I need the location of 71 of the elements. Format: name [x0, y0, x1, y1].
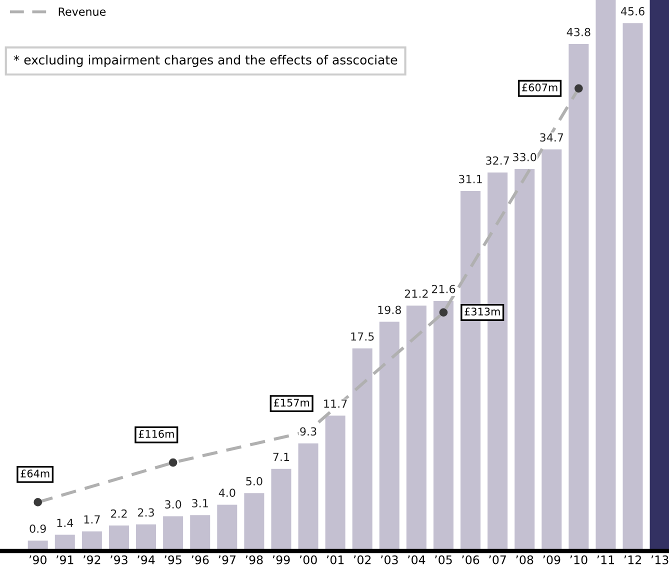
bar — [352, 348, 372, 551]
bar — [136, 524, 156, 551]
x-tick-label: ’92 — [84, 555, 100, 564]
bar — [325, 416, 346, 551]
bar — [244, 493, 264, 551]
data-label: 21.6 — [432, 284, 456, 294]
data-label: £157m — [274, 398, 310, 407]
x-tick-label: ’94 — [138, 555, 155, 564]
data-label: 11.7 — [324, 400, 347, 408]
x-tick-label: ’03 — [381, 555, 398, 564]
data-label: 2.2 — [110, 509, 127, 518]
data-label: 7.1 — [273, 452, 290, 461]
x-tick-label: ’13 — [651, 555, 668, 564]
bar — [217, 504, 238, 551]
x-tick-label: ’12 — [624, 555, 641, 564]
bar — [622, 23, 643, 551]
data-label: 1.7 — [84, 515, 100, 524]
bar — [108, 526, 129, 551]
data-label: 31.1 — [458, 174, 482, 184]
bar — [379, 322, 400, 551]
data-label: 19.8 — [378, 306, 402, 314]
bar — [271, 468, 292, 551]
data-label: 43.8 — [566, 28, 590, 36]
x-tick-label: ’96 — [192, 555, 209, 564]
data-label: 2.3 — [138, 508, 154, 517]
x-tick-label: ’98 — [246, 555, 263, 564]
x-tick-label: ’10 — [570, 555, 588, 564]
data-label: 3.0 — [165, 500, 182, 509]
data-label: £116m — [138, 430, 174, 438]
data-label: 3.1 — [192, 499, 208, 508]
bar — [190, 515, 210, 551]
x-tick-label: ’00 — [300, 555, 317, 564]
x-tick-label: ’01 — [326, 555, 344, 564]
bar — [596, 0, 616, 551]
x-tick-label: ’93 — [110, 555, 128, 564]
bar — [542, 149, 562, 551]
x-tick-label: ’05 — [435, 555, 452, 564]
data-label: £607m — [522, 84, 558, 92]
data-label: £64m — [20, 470, 50, 478]
data-label: 45.6 — [620, 7, 644, 16]
data-label: 21.2 — [404, 289, 428, 298]
data-label: 17.5 — [351, 332, 374, 341]
x-tick-label: ’07 — [489, 555, 506, 564]
bar — [163, 516, 184, 551]
data-label: 34.7 — [540, 133, 564, 142]
data-label: £313m — [464, 308, 500, 316]
data-label: 0.9 — [30, 524, 46, 533]
x-tick-label: ’04 — [408, 555, 426, 564]
x-tick-label: ’91 — [56, 555, 74, 564]
data-label: 4.0 — [218, 488, 236, 497]
x-tick-label: ’06 — [462, 555, 480, 564]
x-tick-label: ’11 — [597, 556, 614, 564]
data-label: 5.0 — [246, 477, 262, 486]
legend-label: Revenue — [58, 8, 106, 16]
bar — [568, 44, 589, 551]
annotation: * excluding impairment charges and the effects of asscociate — [14, 54, 398, 68]
data-label: 32.7 — [486, 156, 509, 165]
bar — [406, 306, 426, 551]
bar — [433, 300, 454, 551]
x-tick-label: ’02 — [354, 555, 371, 564]
x-tick-label: ’90 — [29, 555, 46, 564]
bar — [650, 0, 669, 551]
data-label: 1.4 — [57, 518, 74, 527]
data-label: 33.0 — [513, 152, 536, 162]
x-tick-label: ’97 — [218, 555, 236, 564]
bar — [514, 169, 535, 551]
x-tick-label: ’99 — [272, 555, 290, 564]
x-tick-label: ’09 — [543, 555, 560, 564]
bar — [298, 443, 318, 551]
x-tick-label: ’95 — [164, 555, 182, 564]
x-tick-label: ’08 — [516, 555, 534, 564]
